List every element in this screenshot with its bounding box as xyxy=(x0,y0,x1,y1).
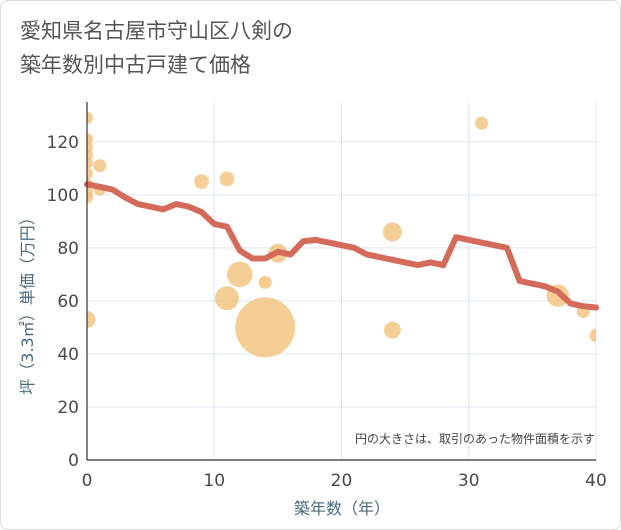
grid-lines xyxy=(87,102,597,460)
tick-labels: 0 10 20 30 40 0 20 40 60 80 100 120 xyxy=(47,133,607,491)
x-tick-label-0: 0 xyxy=(82,471,93,491)
bubble-point-8 xyxy=(87,191,93,204)
y-tick-label-40: 40 xyxy=(57,345,79,365)
chart-title-line-1: 愛知県名古屋市守山区八剣の xyxy=(20,19,293,43)
bubble-point-19 xyxy=(382,222,402,242)
chart-title-line-2: 築年数別中古戸建て価格 xyxy=(20,53,251,77)
average-price-line xyxy=(84,181,599,311)
bubble-point-12 xyxy=(194,174,209,189)
bubble-point-15 xyxy=(226,261,253,288)
bubble-point-24 xyxy=(589,328,596,342)
chart-title: 愛知県名古屋市守山区八剣の 築年数別中古戸建て価格 xyxy=(20,14,293,82)
bubble-point-16 xyxy=(258,275,272,289)
bubble-point-13 xyxy=(219,171,235,187)
x-tick-label-20: 20 xyxy=(331,471,353,491)
y-axis-label: 坪（3.3㎡）単価（万円） xyxy=(18,209,37,394)
bubble-point-14 xyxy=(214,286,239,311)
bubble-point-9 xyxy=(87,310,96,328)
x-axis-label: 築年数（年） xyxy=(294,499,390,518)
bubble-point-10 xyxy=(93,159,107,173)
y-tick-label-60: 60 xyxy=(57,292,79,312)
bubble-point-17 xyxy=(235,297,296,358)
bubble-series xyxy=(87,111,596,358)
y-tick-label-0: 0 xyxy=(68,451,79,471)
bubble-size-note: 円の大きさは、取引のあった物件面積を示す xyxy=(355,431,595,446)
bubble-point-0 xyxy=(87,111,93,124)
y-tick-label-20: 20 xyxy=(57,398,79,418)
x-tick-label-40: 40 xyxy=(585,471,607,491)
bubble-point-5 xyxy=(87,167,93,180)
x-tick-label-30: 30 xyxy=(458,471,480,491)
y-tick-label-100: 100 xyxy=(47,186,79,206)
bubble-point-20 xyxy=(383,321,401,339)
bubble-point-21 xyxy=(474,116,489,130)
y-tick-label-80: 80 xyxy=(57,239,79,259)
axes xyxy=(86,102,596,461)
y-tick-label-120: 120 xyxy=(47,133,79,153)
x-tick-label-10: 10 xyxy=(203,471,225,491)
bubble-point-4 xyxy=(87,156,93,169)
